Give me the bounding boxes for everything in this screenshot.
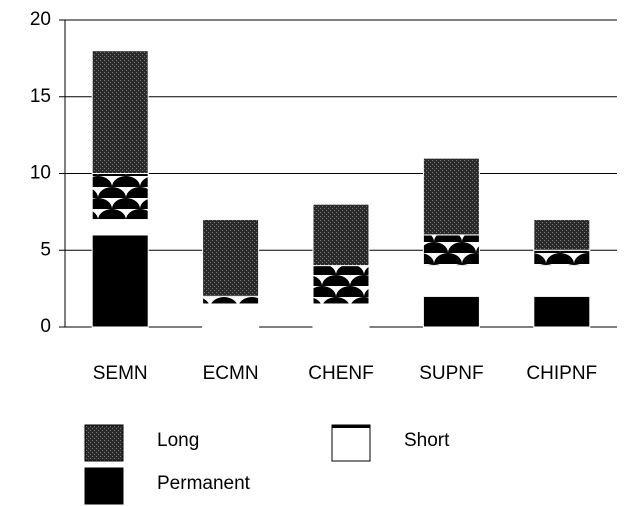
legend-label: Short xyxy=(404,430,450,451)
x-tick-label: SUPNF xyxy=(419,363,483,384)
bar-segment xyxy=(91,219,149,236)
x-tick-label: CHIPNF xyxy=(526,363,597,384)
x-tick-label: ECMN xyxy=(203,363,259,384)
legend-swatch xyxy=(84,467,124,505)
y-tick-label: 5 xyxy=(40,239,51,260)
bar-segment xyxy=(91,173,149,221)
y-tick-label: 20 xyxy=(30,9,51,30)
y-tick-label: 15 xyxy=(30,86,51,107)
bar-segment xyxy=(422,265,480,297)
bar-segment xyxy=(422,234,480,267)
bar-segment xyxy=(533,265,591,297)
legend-label: Long xyxy=(157,430,199,451)
bar-segment xyxy=(533,295,591,328)
x-tick-label: SEMN xyxy=(93,363,148,384)
bar-segment xyxy=(422,157,480,236)
bar-segment xyxy=(202,219,260,297)
x-tick-label: CHENF xyxy=(308,363,373,384)
legend-swatch xyxy=(331,424,371,462)
bar-segment xyxy=(533,249,591,267)
bar-segment xyxy=(312,265,370,305)
legend-label: Permanent xyxy=(157,473,251,494)
bar-segment xyxy=(91,50,149,175)
legend-swatch-top xyxy=(332,425,370,428)
bar-segment xyxy=(312,303,370,328)
legend-swatch xyxy=(84,424,124,462)
bar-segment xyxy=(422,295,480,328)
y-tick-label: 0 xyxy=(40,316,51,337)
bar-segment xyxy=(202,295,260,305)
bar-segment xyxy=(533,219,591,251)
y-tick-label: 10 xyxy=(30,163,51,184)
bar-segment xyxy=(91,234,149,328)
bar-segment xyxy=(202,303,260,328)
bar-segment xyxy=(312,203,370,267)
